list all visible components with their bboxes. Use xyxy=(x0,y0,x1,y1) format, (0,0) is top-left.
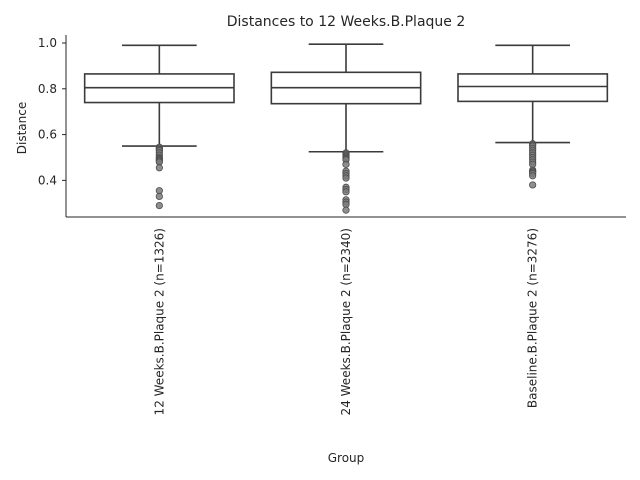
outlier-point xyxy=(155,164,163,172)
boxes xyxy=(83,43,609,214)
outlier-point xyxy=(529,172,537,180)
y-axis-label: Distance xyxy=(15,102,29,154)
y-tick-label: 0.4 xyxy=(38,173,57,187)
y-tick-label: 1.0 xyxy=(38,36,57,50)
x-tick-labels: 12 Weeks.B.Plaque 2 (n=1326) 24 Weeks.B.P… xyxy=(152,228,539,415)
y-tick-label: 0.6 xyxy=(38,128,57,142)
x-axis-label: Group xyxy=(328,451,365,465)
box-group xyxy=(270,43,422,214)
outlier-point xyxy=(342,174,350,182)
chart-title: Distances to 12 Weeks.B.Plaque 2 xyxy=(227,14,466,30)
outlier-point xyxy=(342,206,350,214)
x-tick-label: 12 Weeks.B.Plaque 2 (n=1326) xyxy=(152,228,166,415)
box-group xyxy=(83,44,235,210)
x-tick-label: Baseline.B.Plaque 2 (n=3276) xyxy=(526,228,540,408)
outlier-point xyxy=(342,160,350,168)
box-iqr xyxy=(457,73,609,103)
box-group xyxy=(457,44,609,189)
outlier-point xyxy=(155,201,163,210)
y-tick-label: 0.8 xyxy=(38,82,57,96)
outlier-point xyxy=(342,188,350,196)
y-tick-labels: 0.4 0.6 0.8 1.0 xyxy=(38,36,66,187)
x-tick-label: 24 Weeks.B.Plaque 2 (n=2340) xyxy=(339,228,353,415)
outlier-point xyxy=(529,181,537,189)
outlier-point xyxy=(155,192,163,200)
